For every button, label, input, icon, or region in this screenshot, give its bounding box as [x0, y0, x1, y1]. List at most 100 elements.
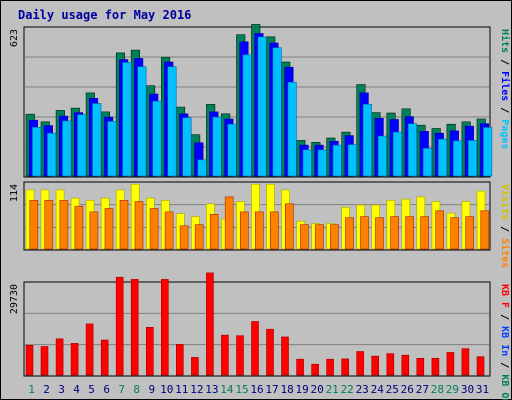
bar-sites: [44, 200, 54, 250]
bar-sites: [390, 216, 399, 250]
x-tick-label: 13: [205, 383, 218, 396]
bar-sites: [255, 211, 264, 250]
bar-pages: [452, 140, 463, 177]
x-tick-label: 14: [220, 383, 234, 396]
x-tick-label: 12: [190, 383, 203, 396]
x-tick-label: 11: [175, 383, 188, 396]
bar-pages: [392, 131, 403, 177]
bar-sites: [209, 214, 219, 250]
bar-sites: [29, 200, 39, 250]
bar-kb-f: [161, 279, 169, 376]
bar-pages: [212, 116, 222, 177]
legend-part: Pages: [499, 119, 510, 149]
bar-kb-f: [130, 279, 139, 376]
bar-sites: [420, 216, 429, 250]
series-legend-label: KB F / KB In / KB Out: [499, 284, 510, 400]
x-tick-label: 17: [265, 383, 278, 396]
legend-part: KB In: [499, 326, 510, 356]
x-tick-label: 16: [250, 383, 263, 396]
bar-sites: [465, 216, 475, 250]
bar-kb-f: [251, 321, 259, 376]
x-tick-label: 3: [58, 383, 65, 396]
y-max-label: 29730: [9, 284, 20, 314]
bar-kb-f: [115, 276, 124, 376]
bar-kb-f: [176, 344, 184, 376]
bar-kb-f: [416, 357, 425, 376]
bar-kb-f: [371, 355, 380, 376]
x-tick-label: 24: [371, 383, 385, 396]
bar-pages: [62, 120, 72, 177]
bar-pages: [152, 100, 162, 177]
x-tick-label: 19: [295, 383, 308, 396]
x-tick-label: 23: [356, 383, 369, 396]
bar-sites: [89, 211, 99, 250]
legend-part: Sites: [499, 238, 511, 268]
x-tick-label: 30: [461, 383, 474, 396]
bar-pages: [197, 159, 207, 177]
x-tick-label: 2: [43, 383, 50, 396]
y-max-label: 623: [9, 29, 20, 47]
series-legend-label: Visits / Sites: [499, 184, 511, 268]
x-tick-label: 9: [148, 383, 155, 396]
bar-kb-f: [461, 348, 470, 376]
bar-kb-f: [146, 326, 154, 376]
x-tick-label: 18: [280, 383, 293, 396]
bar-pages: [422, 148, 433, 177]
legend-part: KB Out: [499, 374, 510, 400]
bar-pages: [137, 66, 147, 177]
bar-pages: [302, 149, 312, 177]
bar-kb-f: [236, 335, 244, 376]
bar-kb-f: [85, 323, 94, 376]
bar-pages: [122, 62, 132, 177]
bar-sites: [300, 224, 309, 250]
legend-part: /: [499, 101, 510, 119]
bar-kb-f: [311, 363, 319, 376]
bar-kb-f: [476, 356, 485, 376]
bar-kb-f: [281, 336, 289, 376]
bar-sites: [164, 211, 174, 250]
panel-hits-files-pages: 623 Hits / Files / Pages: [9, 24, 511, 178]
bar-kb-f: [25, 344, 34, 376]
bar-pages: [257, 36, 267, 177]
y-max-label: 114: [9, 184, 20, 202]
series-legend-label: Hits / Files / Pages: [499, 29, 511, 149]
bar-sites: [405, 216, 414, 250]
bar-pages: [407, 123, 418, 177]
bar-sites: [149, 208, 159, 250]
bar-pages: [242, 54, 252, 177]
legend-part: Files: [499, 71, 511, 101]
bar-sites: [284, 203, 294, 250]
bar-sites: [224, 196, 234, 250]
bar-pages: [467, 140, 478, 177]
legend-part: Hits: [499, 29, 511, 53]
x-tick-label: 21: [326, 383, 339, 396]
legend-part: Visits: [499, 184, 511, 220]
bar-kb-f: [386, 353, 395, 376]
bar-pages: [377, 135, 387, 177]
x-tick-label: 20: [310, 383, 323, 396]
x-tick-label: 26: [401, 383, 414, 396]
bar-kb-f: [266, 328, 274, 376]
legend-part: /: [499, 356, 510, 374]
bar-sites: [269, 211, 279, 250]
bar-kb-f: [221, 334, 229, 376]
bar-kb-f: [191, 357, 199, 376]
bar-pages: [272, 47, 282, 177]
bar-pages: [483, 127, 493, 177]
x-tick-label: 27: [416, 383, 429, 396]
bar-pages: [332, 144, 342, 177]
bar-kb-f: [40, 346, 49, 376]
bar-pages: [317, 149, 327, 177]
bar-kb-f: [356, 351, 365, 376]
bar-pages: [92, 103, 102, 177]
bar-sites: [375, 217, 384, 250]
bar-sites: [360, 216, 369, 250]
bar-sites: [119, 200, 129, 250]
x-tick-label: 22: [341, 383, 354, 396]
bar-sites: [315, 224, 324, 250]
legend-part: /: [499, 308, 510, 326]
bar-pages: [287, 81, 297, 177]
x-tick-label: 7: [118, 383, 125, 396]
bar-pages: [107, 121, 117, 177]
